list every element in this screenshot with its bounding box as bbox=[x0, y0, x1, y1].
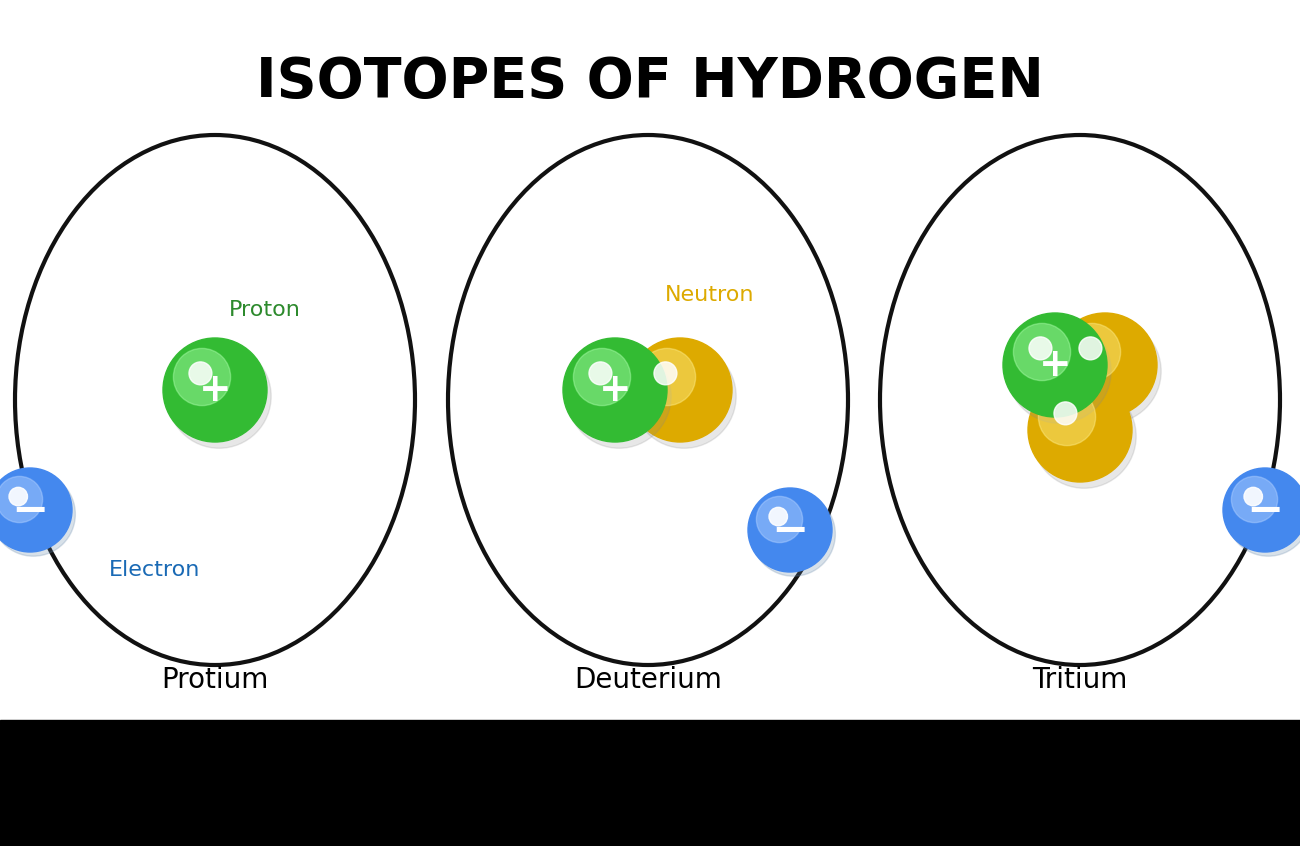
Circle shape bbox=[0, 468, 72, 552]
Circle shape bbox=[1223, 468, 1300, 552]
Circle shape bbox=[0, 472, 75, 556]
Circle shape bbox=[0, 476, 43, 523]
Circle shape bbox=[1053, 313, 1157, 417]
Text: −: − bbox=[771, 508, 809, 552]
Circle shape bbox=[573, 349, 630, 405]
Circle shape bbox=[1008, 319, 1112, 423]
Text: Tritium: Tritium bbox=[1032, 666, 1127, 694]
Circle shape bbox=[563, 338, 667, 442]
Circle shape bbox=[173, 349, 230, 405]
Circle shape bbox=[162, 338, 266, 442]
Circle shape bbox=[628, 338, 732, 442]
Text: +: + bbox=[599, 371, 632, 409]
Text: Electron: Electron bbox=[109, 560, 200, 580]
Circle shape bbox=[1244, 487, 1262, 506]
Circle shape bbox=[1057, 319, 1161, 423]
Text: Neutron: Neutron bbox=[666, 285, 755, 305]
Text: Proton: Proton bbox=[229, 300, 300, 320]
Circle shape bbox=[770, 508, 788, 526]
Circle shape bbox=[632, 344, 736, 448]
Circle shape bbox=[168, 344, 272, 448]
Circle shape bbox=[654, 362, 677, 385]
Circle shape bbox=[638, 349, 696, 405]
Circle shape bbox=[1039, 388, 1096, 446]
Circle shape bbox=[751, 492, 836, 576]
Circle shape bbox=[1226, 472, 1300, 556]
Circle shape bbox=[1014, 323, 1071, 381]
Circle shape bbox=[1030, 337, 1052, 360]
Circle shape bbox=[188, 362, 212, 385]
Text: Deuterium: Deuterium bbox=[575, 666, 722, 694]
Circle shape bbox=[1063, 323, 1121, 381]
Circle shape bbox=[1032, 384, 1136, 488]
Bar bbox=[0, 720, 1300, 846]
Text: ISOTOPES OF HYDROGEN: ISOTOPES OF HYDROGEN bbox=[256, 55, 1044, 109]
Text: −: − bbox=[12, 488, 48, 531]
Circle shape bbox=[1028, 378, 1132, 482]
Text: −: − bbox=[1247, 488, 1283, 531]
Text: +: + bbox=[199, 371, 231, 409]
Circle shape bbox=[747, 488, 832, 572]
Circle shape bbox=[757, 497, 802, 542]
Circle shape bbox=[1004, 313, 1108, 417]
Circle shape bbox=[1079, 337, 1102, 360]
Circle shape bbox=[567, 344, 671, 448]
Circle shape bbox=[9, 487, 27, 506]
Circle shape bbox=[1054, 402, 1076, 425]
Circle shape bbox=[1231, 476, 1278, 523]
Text: Protium: Protium bbox=[161, 666, 269, 694]
Circle shape bbox=[589, 362, 612, 385]
Text: +: + bbox=[1039, 346, 1071, 384]
